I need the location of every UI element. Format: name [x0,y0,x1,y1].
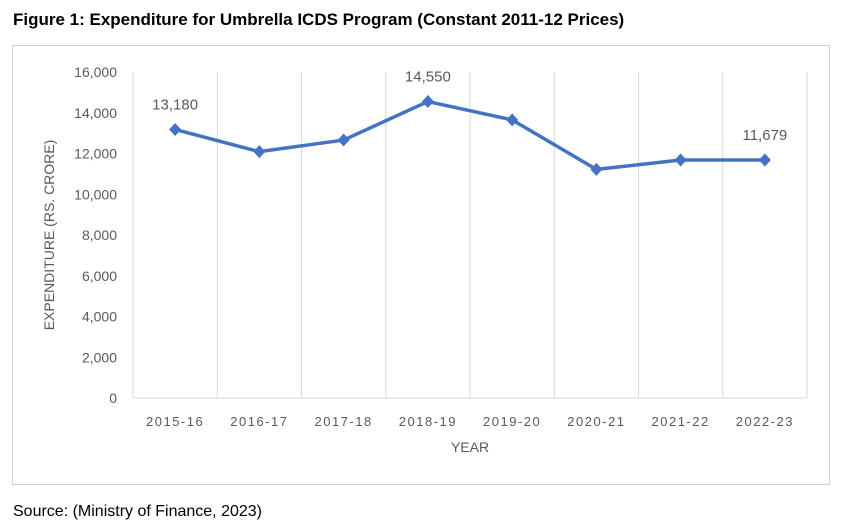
y-axis-title: EXPENDITURE (RS. CRORE) [41,140,57,331]
data-point-marker [337,133,350,147]
x-tick-label: 2016-17 [230,414,288,429]
data-point-marker [506,113,519,127]
data-label: 13,180 [152,96,198,113]
data-point-marker [590,162,603,176]
data-point-marker [421,95,434,109]
source-note: Source: (Ministry of Finance, 2023) [13,503,262,520]
y-tick-label: 10,000 [74,186,117,202]
series-line [174,99,765,172]
y-tick-label: 14,000 [74,105,117,121]
data-label: 11,679 [742,127,787,144]
y-tick-label: 8,000 [82,227,117,243]
y-tick-label: 4,000 [82,309,117,325]
data-point-marker [758,153,771,167]
y-tick-label: 2,000 [82,349,117,365]
y-tick-label: 16,000 [74,64,117,80]
x-tick-label: 2015-16 [146,414,204,429]
figure-title: Figure 1: Expenditure for Umbrella ICDS … [13,10,625,29]
y-tick-label: 0 [109,390,117,406]
x-axis-title: YEAR [451,439,489,455]
data-point-marker [674,153,687,167]
x-tick-label: 2019-20 [483,414,541,429]
chart-frame [12,45,830,485]
x-tick-label: 2020-21 [567,414,625,429]
x-tick-label: 2021-22 [652,414,710,429]
data-label: 14,550 [405,69,451,86]
data-point-marker [253,145,266,159]
y-tick-label: 12,000 [74,146,117,162]
data-point-marker [169,122,182,136]
x-tick-label: 2022-23 [736,414,794,429]
x-tick-label: 2018-19 [399,414,457,429]
x-tick-label: 2017-18 [315,414,373,429]
y-tick-label: 6,000 [82,268,117,284]
